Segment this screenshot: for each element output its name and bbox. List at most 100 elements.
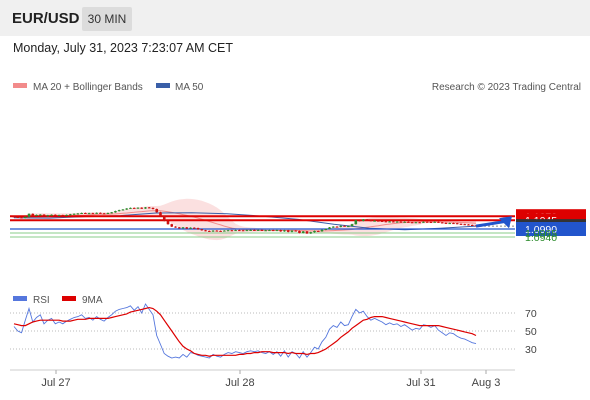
candle-body xyxy=(260,229,264,231)
candle-body xyxy=(189,227,192,229)
candle-body xyxy=(294,230,298,232)
candle-body xyxy=(253,229,256,231)
candle-body xyxy=(388,221,391,223)
level-label-1.0990: 1.0990 xyxy=(525,224,557,236)
candle-body xyxy=(230,230,234,232)
candle-body xyxy=(399,221,403,223)
candle-body xyxy=(290,230,294,232)
ma9-legend-label: 9MA xyxy=(82,295,103,306)
candle-body xyxy=(392,221,395,223)
copyright-label: Research © 2023 Trading Central xyxy=(432,82,581,93)
candle-body xyxy=(234,230,237,232)
candle-body xyxy=(410,222,414,224)
candle-body xyxy=(380,221,384,222)
candle-body xyxy=(286,230,290,232)
candle-body xyxy=(35,214,38,216)
candle-body xyxy=(440,222,444,224)
candle-body xyxy=(335,226,339,228)
candle-body xyxy=(275,230,279,232)
candle-body xyxy=(38,214,42,216)
candle-body xyxy=(12,216,16,218)
candle-body xyxy=(42,214,46,216)
candle-body xyxy=(350,224,354,227)
candle-body xyxy=(223,230,226,232)
x-tick-label: Jul 28 xyxy=(225,377,254,389)
candle-body xyxy=(448,223,452,225)
candle-body xyxy=(174,226,177,228)
candle-body xyxy=(136,207,140,209)
candle-body xyxy=(245,230,249,232)
candle-body xyxy=(343,225,346,227)
bollinger-band xyxy=(14,198,476,241)
candle-body xyxy=(444,222,448,224)
forecast-arrow-shaft xyxy=(475,219,508,228)
candle-body xyxy=(72,213,76,215)
x-axis: Jul 27 Jul 28 Jul 31 Aug 3 xyxy=(41,370,500,389)
candle-body xyxy=(452,223,455,225)
candle-body xyxy=(365,219,369,221)
candle-body xyxy=(418,222,421,224)
candle-body xyxy=(354,220,358,225)
ma20-legend-label: MA 20 + Bollinger Bands xyxy=(33,82,143,93)
forecast-arrow-head xyxy=(499,216,512,229)
candle-body xyxy=(204,230,207,232)
candle-body xyxy=(110,212,113,214)
candle-body xyxy=(208,230,211,232)
rsi-legend-swatch xyxy=(13,296,27,301)
candle-body xyxy=(369,220,373,222)
candle-body xyxy=(144,207,147,209)
candle-body xyxy=(362,219,365,221)
candle-body xyxy=(46,215,50,217)
candle-body xyxy=(324,229,328,230)
candle-body xyxy=(196,228,200,230)
rsi-tick-50: 50 xyxy=(525,326,537,338)
candle-body xyxy=(140,207,144,209)
candle-body xyxy=(241,230,245,232)
candle-body xyxy=(185,227,189,229)
candle-body xyxy=(125,208,128,210)
candle-body xyxy=(95,212,98,214)
rsi-series-9MA xyxy=(13,306,477,357)
candle-body xyxy=(429,221,433,223)
ma50-legend-swatch xyxy=(156,83,170,88)
candle-body xyxy=(211,230,215,232)
candle-body xyxy=(377,220,380,222)
candle-body xyxy=(463,224,467,226)
candle-body xyxy=(20,217,23,219)
candle-body xyxy=(313,230,316,233)
ma9-legend-swatch xyxy=(62,296,76,301)
candle-body xyxy=(87,213,91,215)
timeframe-badge[interactable]: 30 MIN xyxy=(82,7,132,31)
candle-body xyxy=(23,216,27,219)
candle-body xyxy=(65,214,68,216)
candle-body xyxy=(249,229,252,231)
candle-body xyxy=(57,215,61,217)
level-label-1.0940: 1.0940 xyxy=(525,232,557,244)
candle-body xyxy=(159,212,162,217)
candle-body xyxy=(268,230,271,232)
candle-body xyxy=(31,213,35,216)
candle-body xyxy=(455,223,459,225)
ma20-line xyxy=(13,210,477,232)
candle-body xyxy=(200,229,204,231)
symbol-label: EUR/USD xyxy=(12,10,80,27)
candle-body xyxy=(132,207,136,209)
candle-body xyxy=(80,213,83,214)
rsi-legend-label: RSI xyxy=(33,295,50,306)
x-tick-label: Aug 3 xyxy=(472,377,501,389)
candle-body xyxy=(219,230,222,232)
level-label-1.0965: 1.0965 xyxy=(525,228,557,240)
candle-body xyxy=(69,214,72,216)
candle-body xyxy=(192,227,196,229)
candle-body xyxy=(99,212,102,214)
chart-datetime: Monday, July 31, 2023 7:23:07 AM CET xyxy=(13,41,234,55)
candle-body xyxy=(279,230,282,232)
candle-body xyxy=(91,213,95,215)
candle-body xyxy=(16,217,20,218)
candle-body xyxy=(155,209,159,213)
ma20-legend-swatch xyxy=(13,83,27,88)
candle-body xyxy=(54,214,57,216)
candle-body xyxy=(298,230,301,233)
candle-body xyxy=(403,221,406,223)
